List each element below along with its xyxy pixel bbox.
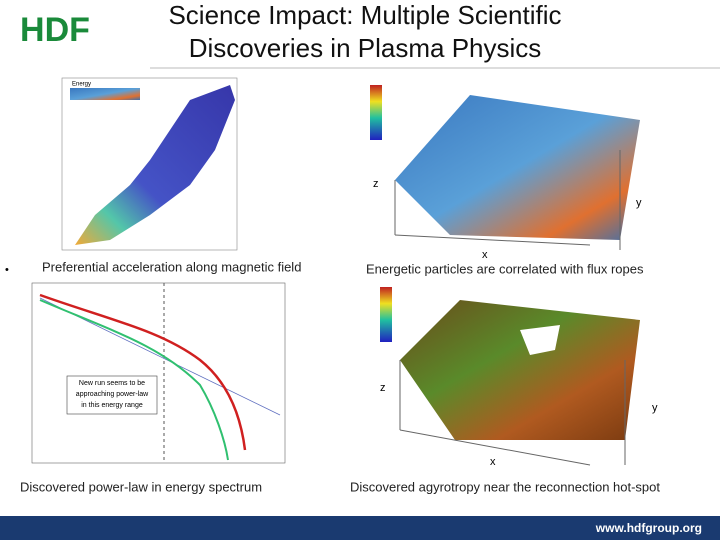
scatter-figure: Energy (61, 77, 238, 251)
bullet: • (5, 264, 9, 276)
caption: Energetic particles are correlated with … (366, 261, 644, 276)
axis-label: z (373, 178, 379, 190)
axis-label: z (380, 382, 386, 394)
axis-label: y (636, 197, 642, 209)
flux-rope-figure: x y z (370, 85, 642, 261)
annotation: New run seems to be (79, 380, 145, 387)
annotation: in this energy range (81, 402, 143, 409)
logo: HDF (20, 11, 90, 49)
title: Discoveries in Plasma Physics (189, 33, 542, 63)
agyrotropy-figure: x y z (380, 287, 658, 468)
title: Science Impact: Multiple Scientific (168, 0, 561, 30)
axis-label: x (482, 249, 488, 261)
footer-url: www.hdfgroup.org (595, 521, 702, 535)
legend-title: Energy (72, 82, 91, 88)
caption: Discovered power-law in energy spectrum (20, 479, 262, 494)
caption: Preferential acceleration along magnetic… (42, 259, 301, 274)
axis-label: x (490, 456, 496, 468)
footer-bar (0, 516, 720, 540)
annotation: approaching power-law (76, 391, 149, 398)
caption: Discovered agyrotropy near the reconnect… (350, 479, 660, 494)
axis-label: y (652, 402, 658, 414)
spectrum-figure: New run seems to be approaching power-la… (31, 282, 286, 464)
